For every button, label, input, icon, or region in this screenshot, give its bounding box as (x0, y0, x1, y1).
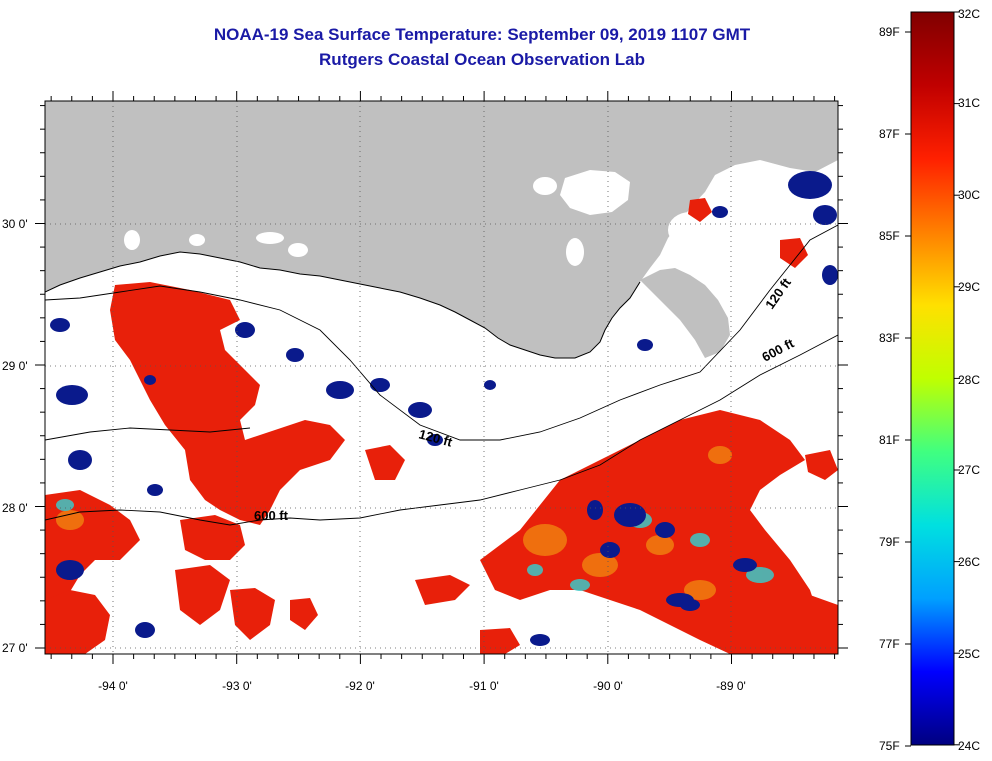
lon-label-92: -92 0' (345, 679, 375, 693)
lon-label-94: -94 0' (98, 679, 128, 693)
contour-600ft (45, 334, 838, 526)
colorbar-c-32: 32C (958, 7, 980, 21)
colorbar-f-83: 83F (879, 331, 900, 345)
moderate-sst-patches (56, 446, 732, 600)
colorbar-ticks (905, 11, 960, 747)
lake-maurepas (533, 177, 557, 195)
map-layers (45, 101, 838, 654)
coastline (45, 251, 641, 359)
colorbar-c-29: 29C (958, 280, 980, 294)
colorbar-f-89: 89F (879, 25, 900, 39)
map-frame (44, 100, 839, 655)
colorbar-f-85: 85F (879, 229, 900, 243)
colorbar-f-81: 81F (879, 433, 900, 447)
colorbar-c-25: 25C (958, 647, 980, 661)
map-subtitle: Rutgers Coastal Ocean Observation Lab (319, 50, 645, 69)
land (45, 101, 838, 358)
map-title: NOAA-19 Sea Surface Temperature: Septemb… (213, 25, 751, 44)
colorbar (910, 11, 955, 746)
cool-sst-patches (50, 171, 838, 646)
lake-pontchartrain (560, 170, 630, 215)
colorbar-f-77: 77F (879, 637, 900, 651)
lon-label-89: -89 0' (716, 679, 746, 693)
graticule (45, 101, 838, 654)
colorbar-f-75: 75F (879, 739, 900, 753)
colorbar-c-27: 27C (958, 463, 980, 477)
contour-120ft (45, 224, 838, 441)
colorbar-c-24: 24C (958, 739, 980, 753)
lat-label-29: 29 0' (2, 359, 28, 373)
lat-label-27: 27 0' (2, 641, 28, 655)
white-lake (256, 232, 284, 244)
chandeleur-sound (710, 190, 780, 240)
contour-600ft-west (45, 427, 251, 441)
calcasieu-lake (189, 234, 205, 246)
axis-ticks (35, 91, 848, 664)
lat-label-28: 28 0' (2, 501, 28, 515)
colorbar-c-28: 28C (958, 373, 980, 387)
grand-lake (288, 243, 308, 257)
lon-label-93: -93 0' (222, 679, 252, 693)
lat-label-30: 30 0' (2, 217, 28, 231)
lon-label-90: -90 0' (593, 679, 623, 693)
sabine-lake (124, 230, 140, 250)
colorbar-f-79: 79F (879, 535, 900, 549)
lake-salvador (566, 238, 584, 266)
colorbar-c-30: 30C (958, 188, 980, 202)
colorbar-c-31: 31C (958, 96, 980, 110)
contour-label-600ft-west: 600 ft (254, 508, 289, 523)
lon-label-91: -91 0' (469, 679, 499, 693)
colorbar-f-87: 87F (879, 127, 900, 141)
mississippi-delta (640, 268, 730, 358)
colorbar-c-26: 26C (958, 555, 980, 569)
